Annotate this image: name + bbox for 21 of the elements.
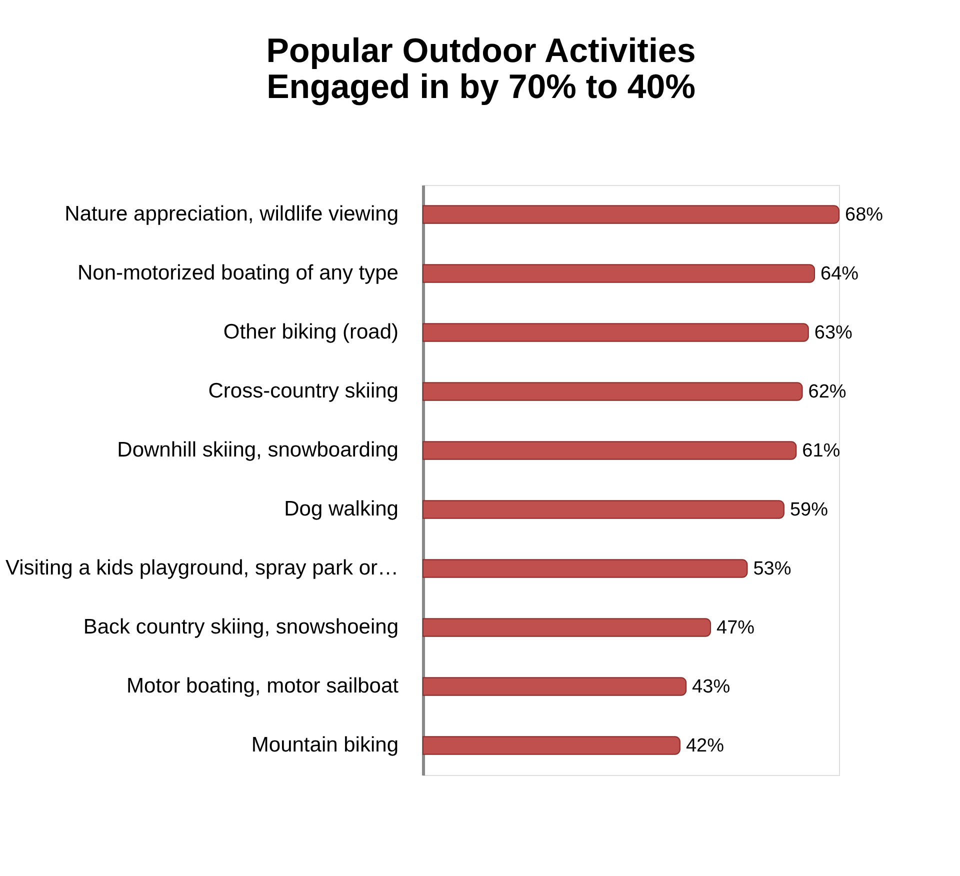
y-tick-label: Nature appreciation, wildlife viewing: [64, 202, 398, 226]
y-tick-label: Motor boating, motor sailboat: [126, 674, 399, 698]
y-tick-label: Back country skiing, snowshoeing: [83, 616, 398, 638]
chart-title: Popular Outdoor Activities Engaged in by 70% to 40%: [266, 32, 696, 106]
data-label: 68%: [845, 204, 884, 226]
y-tick-label: Mountain biking: [251, 734, 398, 756]
data-label: 53%: [753, 558, 792, 580]
data-label: 43%: [692, 676, 730, 698]
data-label: 47%: [716, 618, 755, 638]
y-tick-label: Cross-country skiing: [208, 380, 398, 402]
y-tick-label: Dog walking: [284, 498, 398, 520]
data-label: 61%: [802, 440, 840, 462]
data-label: 42%: [686, 736, 724, 756]
y-tick-label: Other biking (road): [223, 320, 398, 344]
data-label: 64%: [820, 264, 859, 284]
data-label: 63%: [814, 322, 853, 344]
y-tick-label: Non-motorized boating of any type: [77, 262, 398, 284]
y-tick-label: Visiting a kids playground, spray park or…: [6, 556, 398, 580]
y-tick-label: Downhill skiing, snowboarding: [117, 438, 398, 462]
data-label: 59%: [790, 500, 828, 520]
data-label: 62%: [808, 382, 846, 402]
